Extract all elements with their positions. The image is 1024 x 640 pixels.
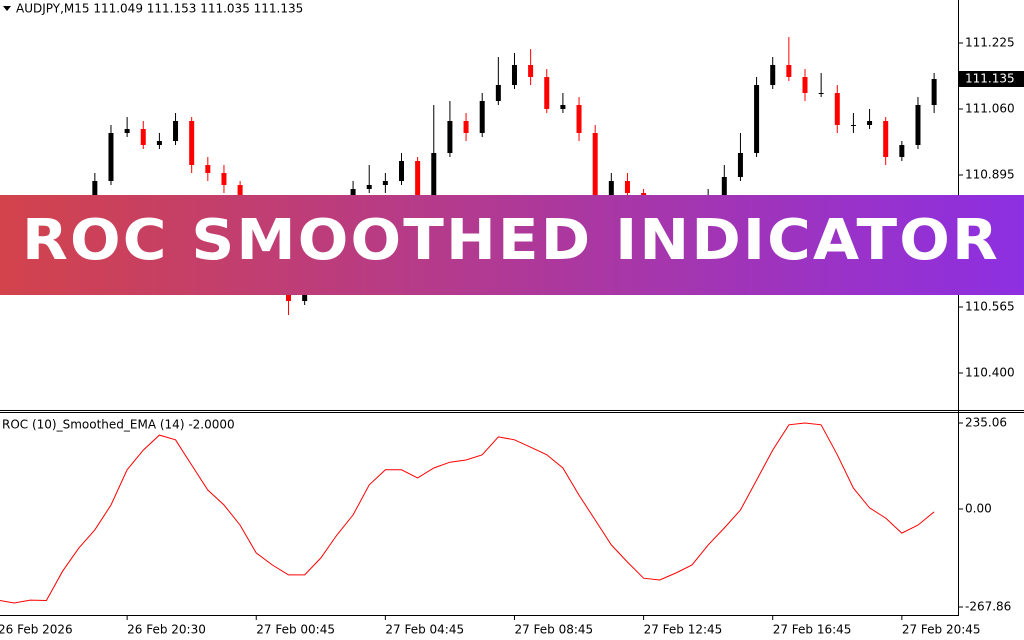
x-tick-label: 27 Feb 04:45 [385,623,464,637]
candle-body [770,65,776,85]
y-tick-label: 110.400 [965,366,1015,380]
candle-body [140,129,146,145]
x-tick-label: 27 Feb 20:45 [902,623,981,637]
price-title: AUDJPY,M15 111.049 111.153 111.035 111.1… [16,2,303,16]
y-tick-label: 110.565 [965,300,1015,314]
candle-body [173,121,179,141]
plot-layer [0,37,937,604]
candle-body [479,101,485,133]
candle-body [189,121,195,165]
menu-arrow[interactable] [3,6,11,11]
candle-body [592,133,598,197]
indicator-title: ROC (10)_Smoothed_EMA (14) -2.0000 [2,418,235,432]
candle-body [463,121,469,133]
y-tick-label: 0.00 [965,501,992,515]
roc-line [0,422,935,604]
candle-body [156,141,162,145]
candle-body [124,129,130,133]
last-price-label: 111.135 [965,72,1015,86]
x-tick-label: 27 Feb 12:45 [644,623,723,637]
y-tick-label: 235.06 [965,415,1007,429]
candle-body [915,105,921,145]
candle-body [560,105,566,109]
candle-body [899,145,905,157]
candle-body [511,65,517,85]
y-tick-label: -267.86 [965,600,1011,614]
banner-text: ROC SMOOTHED INDICATOR [22,208,1000,273]
candle-body [447,121,453,153]
candle-body [931,79,937,105]
candle-body [624,181,630,193]
candle-body [576,105,582,133]
y-tick-label: 111.225 [965,36,1015,50]
y-tick-label: 110.895 [965,168,1015,182]
candle-body [850,125,856,126]
candle-body [802,77,808,93]
y-tick-label: 111.060 [965,102,1015,116]
banner: ROC SMOOTHED INDICATOR [0,195,1024,295]
candle-body [495,85,501,101]
candle-body [608,181,614,197]
candle-body [883,121,889,157]
candle-body [754,85,760,153]
last-price-tag [959,71,1024,87]
candle-body [221,173,227,185]
candle-body [737,153,743,177]
candle-body [867,121,873,125]
candle-body [721,177,727,197]
x-tick-label: 27 Feb 08:45 [514,623,593,637]
candle-body [415,161,421,197]
x-tick-label: 26 Feb 2026 [0,623,73,637]
candle-body [528,65,534,77]
candle-body [399,161,404,181]
candle-body [544,77,550,109]
banner-bg [0,195,1024,295]
x-tick-label: 26 Feb 20:30 [127,623,206,637]
candle-body [108,133,114,181]
candle-body [205,165,211,173]
candle-body [786,65,792,77]
candle-body [431,153,437,197]
x-tick-label: 27 Feb 16:45 [773,623,852,637]
candle-body [382,181,388,185]
candle-body [834,93,840,125]
candle-body [366,185,372,189]
x-tick-label: 27 Feb 00:45 [256,623,335,637]
candle-body [818,93,824,94]
